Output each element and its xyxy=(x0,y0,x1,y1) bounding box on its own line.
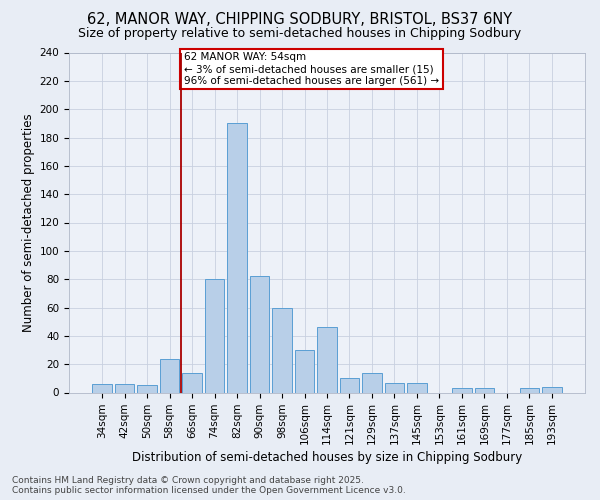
Bar xyxy=(520,388,539,392)
Y-axis label: Number of semi-detached properties: Number of semi-detached properties xyxy=(22,113,35,332)
Bar xyxy=(452,388,472,392)
Text: Size of property relative to semi-detached houses in Chipping Sodbury: Size of property relative to semi-detach… xyxy=(79,28,521,40)
Bar xyxy=(137,386,157,392)
Bar xyxy=(385,382,404,392)
Bar xyxy=(295,350,314,393)
Text: Contains HM Land Registry data © Crown copyright and database right 2025.
Contai: Contains HM Land Registry data © Crown c… xyxy=(12,476,406,495)
Bar xyxy=(92,384,112,392)
Bar xyxy=(227,124,247,392)
Bar xyxy=(407,382,427,392)
Bar xyxy=(475,388,494,392)
Bar xyxy=(160,358,179,392)
Bar xyxy=(272,308,292,392)
Bar xyxy=(542,387,562,392)
Bar xyxy=(205,279,224,392)
Bar xyxy=(250,276,269,392)
X-axis label: Distribution of semi-detached houses by size in Chipping Sodbury: Distribution of semi-detached houses by … xyxy=(132,452,522,464)
Bar xyxy=(115,384,134,392)
Bar xyxy=(182,372,202,392)
Text: 62 MANOR WAY: 54sqm
← 3% of semi-detached houses are smaller (15)
96% of semi-de: 62 MANOR WAY: 54sqm ← 3% of semi-detache… xyxy=(184,52,439,86)
Bar xyxy=(340,378,359,392)
Text: 62, MANOR WAY, CHIPPING SODBURY, BRISTOL, BS37 6NY: 62, MANOR WAY, CHIPPING SODBURY, BRISTOL… xyxy=(88,12,512,28)
Bar xyxy=(362,372,382,392)
Bar xyxy=(317,328,337,392)
